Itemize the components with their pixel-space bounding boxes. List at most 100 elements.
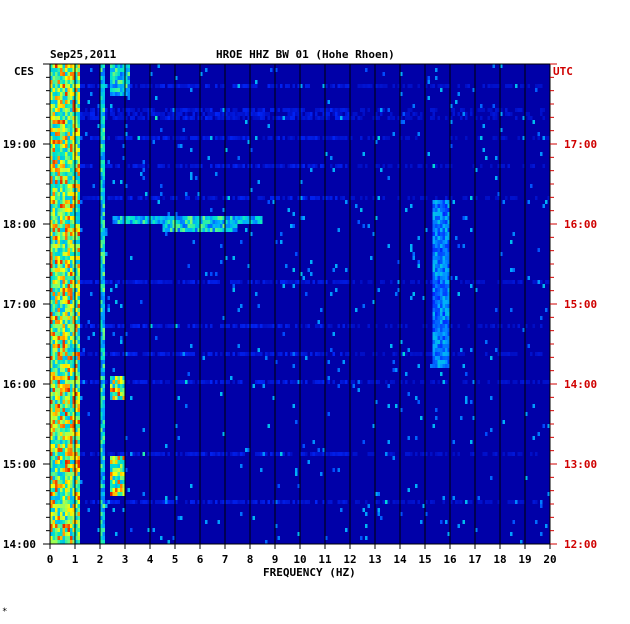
- heatmap-cell: [120, 112, 123, 116]
- heatmap-cell: [227, 220, 230, 224]
- heatmap-cell: [542, 424, 545, 428]
- heatmap-cell: [70, 464, 73, 468]
- heatmap-cell: [315, 108, 318, 112]
- heatmap-cell: [100, 224, 103, 228]
- heatmap-cell: [302, 108, 305, 112]
- heatmap-cell: [195, 196, 198, 200]
- heatmap-cell: [510, 196, 513, 200]
- heatmap-cell: [197, 220, 200, 224]
- heatmap-cell: [52, 316, 55, 320]
- heatmap-cell: [105, 84, 108, 88]
- heatmap-cell: [435, 328, 438, 332]
- heatmap-cell: [100, 464, 103, 468]
- heatmap-cell: [50, 172, 53, 176]
- heatmap-cell: [397, 280, 400, 284]
- heatmap-cell: [87, 336, 90, 340]
- heatmap-cell: [117, 116, 120, 120]
- heatmap-cell: [202, 500, 205, 504]
- heatmap-cell: [120, 376, 123, 380]
- heatmap-cell: [365, 512, 368, 516]
- heatmap-cell: [435, 256, 438, 260]
- heatmap-cell: [132, 216, 135, 220]
- heatmap-cell: [105, 352, 108, 356]
- heatmap-cell: [170, 224, 173, 228]
- heatmap-cell: [202, 452, 205, 456]
- heatmap-cell: [57, 380, 60, 384]
- heatmap-cell: [155, 452, 158, 456]
- heatmap-cell: [150, 72, 153, 76]
- heatmap-cell: [510, 532, 513, 536]
- heatmap-cell: [60, 432, 63, 436]
- heatmap-cell: [67, 364, 70, 368]
- heatmap-cell: [67, 348, 70, 352]
- heatmap-cell: [110, 80, 113, 84]
- heatmap-cell: [67, 288, 70, 292]
- heatmap-cell: [77, 424, 80, 428]
- heatmap-cell: [375, 112, 378, 116]
- heatmap-cell: [77, 296, 80, 300]
- heatmap-cell: [292, 500, 295, 504]
- heatmap-cell: [280, 232, 283, 236]
- heatmap-cell: [62, 336, 65, 340]
- heatmap-cell: [175, 76, 178, 80]
- heatmap-cell: [100, 432, 103, 436]
- heatmap-cell: [182, 280, 185, 284]
- heatmap-cell: [317, 380, 320, 384]
- heatmap-cell: [322, 84, 325, 88]
- heatmap-cell: [170, 324, 173, 328]
- heatmap-cell: [100, 280, 103, 284]
- heatmap-cell: [107, 164, 110, 168]
- heatmap-cell: [237, 112, 240, 116]
- heatmap-cell: [400, 92, 403, 96]
- heatmap-cell: [545, 280, 548, 284]
- heatmap-cell: [67, 420, 70, 424]
- heatmap-cell: [492, 64, 495, 68]
- heatmap-cell: [447, 264, 450, 268]
- heatmap-cell: [230, 452, 233, 456]
- heatmap-cell: [60, 184, 63, 188]
- heatmap-cell: [217, 228, 220, 232]
- heatmap-cell: [427, 76, 430, 80]
- heatmap-cell: [102, 112, 105, 116]
- heatmap-cell: [267, 352, 270, 356]
- heatmap-cell: [57, 244, 60, 248]
- heatmap-cell: [57, 508, 60, 512]
- heatmap-cell: [437, 248, 440, 252]
- heatmap-cell: [242, 220, 245, 224]
- heatmap-cell: [112, 80, 115, 84]
- heatmap-cell: [117, 452, 120, 456]
- heatmap-cell: [70, 216, 73, 220]
- heatmap-cell: [65, 392, 68, 396]
- heatmap-cell: [65, 316, 68, 320]
- heatmap-cell: [230, 228, 233, 232]
- heatmap-cell: [77, 264, 80, 268]
- heatmap-cell: [100, 356, 103, 360]
- heatmap-cell: [72, 408, 75, 412]
- heatmap-cell: [60, 540, 63, 544]
- heatmap-cell: [65, 276, 68, 280]
- heatmap-cell: [122, 508, 125, 512]
- heatmap-cell: [125, 116, 128, 120]
- heatmap-cell: [537, 352, 540, 356]
- heatmap-cell: [162, 228, 165, 232]
- heatmap-cell: [180, 164, 183, 168]
- heatmap-cell: [232, 288, 235, 292]
- heatmap-cell: [75, 308, 78, 312]
- heatmap-cell: [62, 520, 65, 524]
- heatmap-cell: [105, 116, 108, 120]
- heatmap-cell: [60, 312, 63, 316]
- heatmap-cell: [67, 196, 70, 200]
- heatmap-cell: [182, 136, 185, 140]
- heatmap-cell: [62, 208, 65, 212]
- heatmap-cell: [167, 84, 170, 88]
- heatmap-cell: [317, 108, 320, 112]
- heatmap-cell: [165, 136, 168, 140]
- heatmap-cell: [90, 112, 93, 116]
- heatmap-cell: [445, 248, 448, 252]
- heatmap-cell: [485, 352, 488, 356]
- heatmap-cell: [65, 468, 68, 472]
- heatmap-cell: [247, 84, 250, 88]
- heatmap-cell: [415, 396, 418, 400]
